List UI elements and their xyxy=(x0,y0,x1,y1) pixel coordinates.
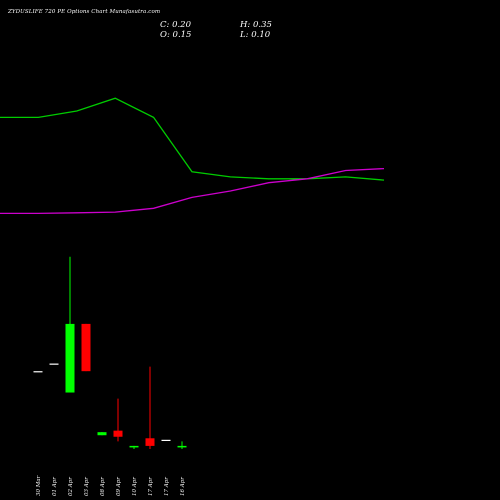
candle-body xyxy=(81,323,91,372)
high-value: H: 0.35 xyxy=(240,20,272,30)
indicator-line-1 xyxy=(0,97,385,181)
candle-body xyxy=(97,432,107,436)
chart-title: ZYDUSLIFE 720 PE Options Chart Munafasut… xyxy=(8,9,161,15)
candle-body xyxy=(65,323,75,393)
candle-body xyxy=(49,363,59,365)
x-tick-label: 01 Apr xyxy=(52,477,58,496)
x-tick-label: 16 Apr xyxy=(180,477,186,496)
x-tick-label: 30 Mar xyxy=(36,475,42,496)
x-tick-label: 17 Apr xyxy=(164,477,170,496)
x-tick-label: 02 Apr xyxy=(68,477,74,496)
close-value: C: 0.20 xyxy=(160,20,191,30)
indicator-line-2 xyxy=(0,167,385,215)
x-tick-label: 17 Apr xyxy=(148,477,154,496)
candle-body xyxy=(113,430,123,437)
candle-body xyxy=(177,445,187,448)
candle-body xyxy=(33,371,43,373)
candle-body xyxy=(161,439,171,441)
candle-body xyxy=(129,445,139,448)
low-value: L: 0.10 xyxy=(240,30,271,40)
x-tick-label: 10 Apr xyxy=(132,477,138,496)
x-tick-label: 08 Apr xyxy=(100,477,106,496)
candle-body xyxy=(145,438,155,446)
open-value: O: 0.15 xyxy=(160,30,192,40)
x-tick-label: 09 Apr xyxy=(116,477,122,496)
x-tick-label: 03 Apr xyxy=(84,477,90,496)
